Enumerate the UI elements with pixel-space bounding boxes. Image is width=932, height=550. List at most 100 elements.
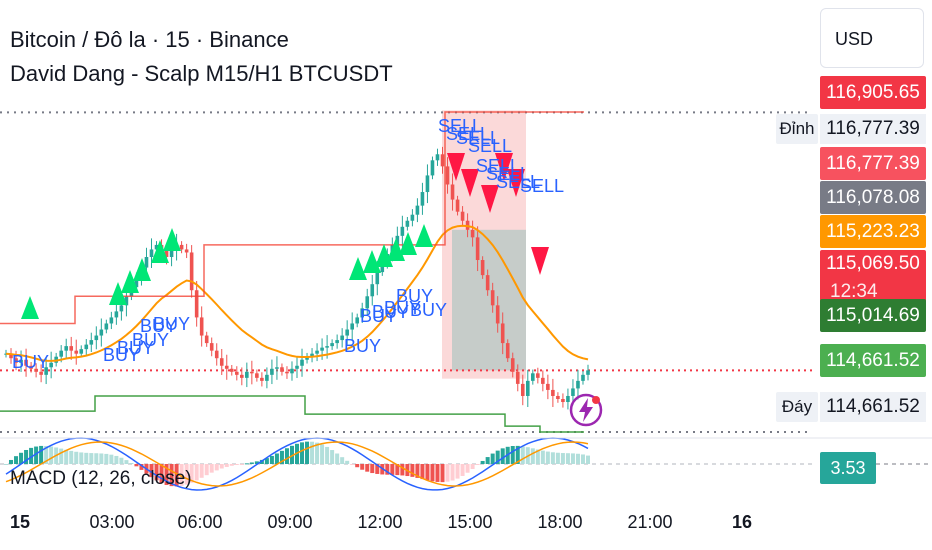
macd-bar bbox=[19, 452, 24, 464]
macd-bar bbox=[264, 458, 269, 464]
macd-bar bbox=[179, 464, 184, 486]
candle-body bbox=[315, 350, 319, 354]
candle-body bbox=[164, 250, 169, 257]
price-tag: 116,078.08 bbox=[820, 181, 926, 214]
buy-label: BUY bbox=[360, 306, 398, 326]
macd-bar bbox=[335, 453, 340, 464]
price-tag-value: 116,078.08 bbox=[826, 187, 920, 208]
price-tag-value: 116,905.65 bbox=[826, 82, 920, 103]
candle-body bbox=[154, 244, 159, 250]
macd-bar bbox=[44, 445, 49, 464]
macd-bar bbox=[510, 446, 515, 464]
candle-body bbox=[480, 260, 485, 276]
macd-bar bbox=[575, 453, 580, 464]
candle-body bbox=[485, 275, 490, 291]
candle-body bbox=[69, 346, 74, 351]
macd-bar bbox=[129, 462, 134, 464]
macd-bar bbox=[94, 453, 99, 464]
sell-label: SELL bbox=[486, 164, 531, 184]
macd-bar bbox=[435, 464, 440, 482]
indicator-title[interactable]: David Dang - Scalp M15/H1 BTCUSDT bbox=[10, 61, 393, 86]
macd-bar bbox=[69, 450, 74, 464]
price-tag-value: 114,661.52 bbox=[826, 350, 920, 371]
sell-label: SELL bbox=[520, 176, 565, 196]
candle-body bbox=[400, 226, 405, 236]
macd-bar bbox=[415, 464, 420, 478]
macd-bar bbox=[49, 446, 54, 464]
sell-marker bbox=[481, 185, 499, 213]
candle-body bbox=[435, 154, 440, 161]
macd-bar bbox=[345, 460, 350, 464]
buy-marker bbox=[109, 282, 127, 305]
macd-bar bbox=[580, 454, 585, 464]
macd-bar bbox=[515, 445, 520, 464]
macd-bar bbox=[445, 464, 450, 482]
candle-body bbox=[9, 353, 13, 359]
sell-label: SELL bbox=[476, 156, 521, 176]
macd-bar bbox=[425, 464, 430, 481]
macd-bar bbox=[485, 457, 490, 464]
macd-bar bbox=[119, 457, 124, 464]
price-tag-value: 116,777.39 bbox=[826, 118, 920, 139]
macd-bar bbox=[440, 464, 445, 483]
macd-bar bbox=[244, 463, 249, 465]
candle-body bbox=[280, 367, 284, 372]
candle-body bbox=[405, 220, 410, 227]
support-line bbox=[0, 395, 584, 433]
buy-marker bbox=[375, 244, 393, 267]
price-tag: 116,905.65 bbox=[820, 76, 926, 109]
profit-zone bbox=[452, 229, 526, 371]
macd-bar bbox=[214, 464, 219, 471]
candle-body bbox=[84, 344, 89, 350]
candle-body bbox=[561, 398, 565, 403]
macd-bar bbox=[520, 446, 525, 464]
signal-markers bbox=[21, 153, 549, 319]
time-tick: 16 bbox=[731, 512, 753, 532]
macd-bar bbox=[395, 464, 400, 476]
candle-body bbox=[541, 377, 545, 384]
candle-body bbox=[425, 175, 430, 193]
macd-bar bbox=[565, 453, 570, 464]
candle-body bbox=[475, 237, 480, 261]
candle-body bbox=[194, 290, 199, 318]
candle-body bbox=[300, 359, 304, 366]
buy-label: BUY bbox=[384, 298, 422, 318]
symbol-title[interactable]: Bitcoin / Đô la · 15 · Binance bbox=[10, 27, 289, 52]
currency-selector[interactable]: USD bbox=[820, 8, 924, 68]
candle-body bbox=[556, 395, 560, 399]
buy-marker bbox=[21, 296, 39, 319]
candle-body bbox=[169, 249, 174, 257]
candle-body bbox=[515, 371, 520, 384]
candle-body bbox=[260, 377, 264, 381]
macd-bar bbox=[219, 464, 224, 469]
candle-body bbox=[335, 340, 339, 344]
macd-bar bbox=[164, 464, 169, 485]
candle-body bbox=[375, 272, 380, 285]
candle-body bbox=[536, 373, 540, 378]
candle-body bbox=[250, 371, 254, 374]
macd-bar bbox=[114, 455, 119, 464]
time-tick: 15:00 bbox=[447, 512, 493, 532]
macd-bar bbox=[269, 455, 274, 464]
candle-body bbox=[520, 383, 525, 396]
macd-bar bbox=[29, 447, 34, 464]
buy-label: BUY bbox=[140, 316, 178, 336]
candle-body bbox=[199, 317, 204, 336]
bolt-icon[interactable] bbox=[566, 390, 606, 430]
candle-body bbox=[330, 343, 334, 347]
macd-bar bbox=[139, 464, 144, 470]
candle-body bbox=[184, 249, 189, 253]
macd-bar bbox=[310, 441, 315, 464]
sell-label: SELL bbox=[496, 172, 541, 192]
candle-body bbox=[234, 371, 239, 375]
macd-bar bbox=[99, 453, 104, 464]
macd-label[interactable]: MACD (12, 26, close) bbox=[10, 468, 192, 489]
candle-body bbox=[44, 367, 48, 375]
candle-body bbox=[119, 305, 124, 312]
candle-body bbox=[255, 373, 259, 378]
sell-marker bbox=[495, 153, 513, 181]
candle-body bbox=[89, 340, 94, 345]
price-tag-value: 114,661.52 bbox=[826, 396, 920, 417]
sell-label: SELL bbox=[456, 128, 501, 148]
